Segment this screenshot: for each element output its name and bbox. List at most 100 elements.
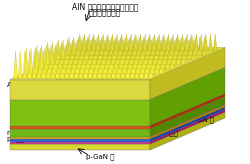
- Polygon shape: [108, 48, 112, 74]
- Polygon shape: [111, 42, 115, 64]
- Polygon shape: [75, 40, 79, 60]
- Polygon shape: [150, 93, 225, 129]
- Polygon shape: [166, 45, 170, 69]
- Polygon shape: [46, 42, 50, 64]
- Polygon shape: [157, 34, 161, 51]
- Polygon shape: [155, 48, 159, 74]
- Polygon shape: [120, 34, 124, 51]
- Text: （光取出し面）: （光取出し面）: [89, 8, 121, 17]
- Polygon shape: [63, 45, 67, 69]
- Polygon shape: [161, 45, 165, 69]
- Polygon shape: [122, 48, 126, 74]
- Polygon shape: [150, 68, 225, 125]
- Polygon shape: [113, 48, 117, 74]
- Polygon shape: [96, 45, 100, 69]
- Polygon shape: [150, 107, 225, 142]
- Polygon shape: [140, 40, 144, 60]
- Polygon shape: [10, 48, 225, 80]
- Polygon shape: [69, 42, 73, 64]
- Polygon shape: [109, 37, 113, 55]
- Polygon shape: [184, 37, 188, 55]
- Polygon shape: [136, 48, 140, 74]
- Polygon shape: [132, 48, 136, 74]
- Polygon shape: [134, 42, 138, 64]
- Polygon shape: [134, 34, 138, 51]
- Polygon shape: [57, 48, 61, 74]
- Polygon shape: [24, 48, 28, 74]
- Polygon shape: [174, 37, 178, 55]
- Polygon shape: [126, 51, 130, 78]
- Polygon shape: [150, 48, 225, 100]
- Polygon shape: [178, 40, 182, 60]
- Polygon shape: [160, 48, 164, 74]
- Polygon shape: [99, 48, 103, 74]
- Polygon shape: [90, 48, 94, 74]
- Polygon shape: [100, 37, 104, 55]
- Polygon shape: [138, 45, 141, 69]
- Polygon shape: [114, 45, 118, 69]
- Polygon shape: [194, 34, 198, 51]
- Polygon shape: [179, 37, 183, 55]
- Polygon shape: [61, 40, 65, 60]
- Polygon shape: [101, 34, 105, 51]
- Polygon shape: [159, 40, 163, 60]
- Polygon shape: [129, 34, 133, 51]
- Polygon shape: [193, 37, 197, 55]
- Polygon shape: [94, 40, 98, 60]
- Polygon shape: [51, 51, 55, 78]
- Polygon shape: [62, 48, 66, 74]
- Polygon shape: [68, 45, 71, 69]
- Polygon shape: [162, 34, 166, 51]
- Polygon shape: [10, 93, 225, 125]
- Polygon shape: [150, 110, 225, 144]
- Text: n- 電極: n- 電極: [160, 129, 178, 136]
- Polygon shape: [49, 45, 53, 69]
- Polygon shape: [79, 51, 83, 78]
- Polygon shape: [29, 48, 33, 74]
- Polygon shape: [54, 45, 58, 69]
- Polygon shape: [92, 42, 96, 64]
- Polygon shape: [131, 40, 135, 60]
- Polygon shape: [102, 42, 106, 64]
- Polygon shape: [10, 48, 225, 80]
- Polygon shape: [10, 110, 225, 142]
- Polygon shape: [50, 42, 54, 64]
- Polygon shape: [128, 37, 132, 55]
- Polygon shape: [97, 42, 101, 64]
- Polygon shape: [182, 40, 186, 60]
- Polygon shape: [52, 48, 56, 74]
- Polygon shape: [106, 42, 110, 64]
- Polygon shape: [100, 45, 104, 69]
- Polygon shape: [34, 48, 38, 74]
- Polygon shape: [112, 40, 116, 60]
- Polygon shape: [213, 34, 217, 51]
- Polygon shape: [64, 42, 68, 64]
- Polygon shape: [130, 51, 134, 78]
- Polygon shape: [14, 51, 18, 78]
- Polygon shape: [142, 45, 146, 69]
- Polygon shape: [10, 136, 150, 139]
- Polygon shape: [81, 37, 85, 55]
- Polygon shape: [23, 51, 27, 78]
- Polygon shape: [165, 37, 169, 55]
- Polygon shape: [150, 112, 225, 150]
- Polygon shape: [158, 42, 162, 64]
- Polygon shape: [150, 104, 225, 139]
- Polygon shape: [37, 51, 41, 78]
- Polygon shape: [94, 48, 98, 74]
- Polygon shape: [114, 37, 118, 55]
- Polygon shape: [168, 40, 172, 60]
- Polygon shape: [176, 42, 180, 64]
- Polygon shape: [172, 42, 176, 64]
- Polygon shape: [35, 45, 39, 69]
- Polygon shape: [58, 45, 62, 69]
- Polygon shape: [128, 45, 132, 69]
- Polygon shape: [32, 51, 36, 78]
- Polygon shape: [96, 34, 100, 51]
- Polygon shape: [170, 45, 174, 69]
- Polygon shape: [156, 37, 160, 55]
- Polygon shape: [88, 51, 92, 78]
- Polygon shape: [136, 40, 140, 60]
- Polygon shape: [117, 40, 121, 60]
- Polygon shape: [104, 48, 108, 74]
